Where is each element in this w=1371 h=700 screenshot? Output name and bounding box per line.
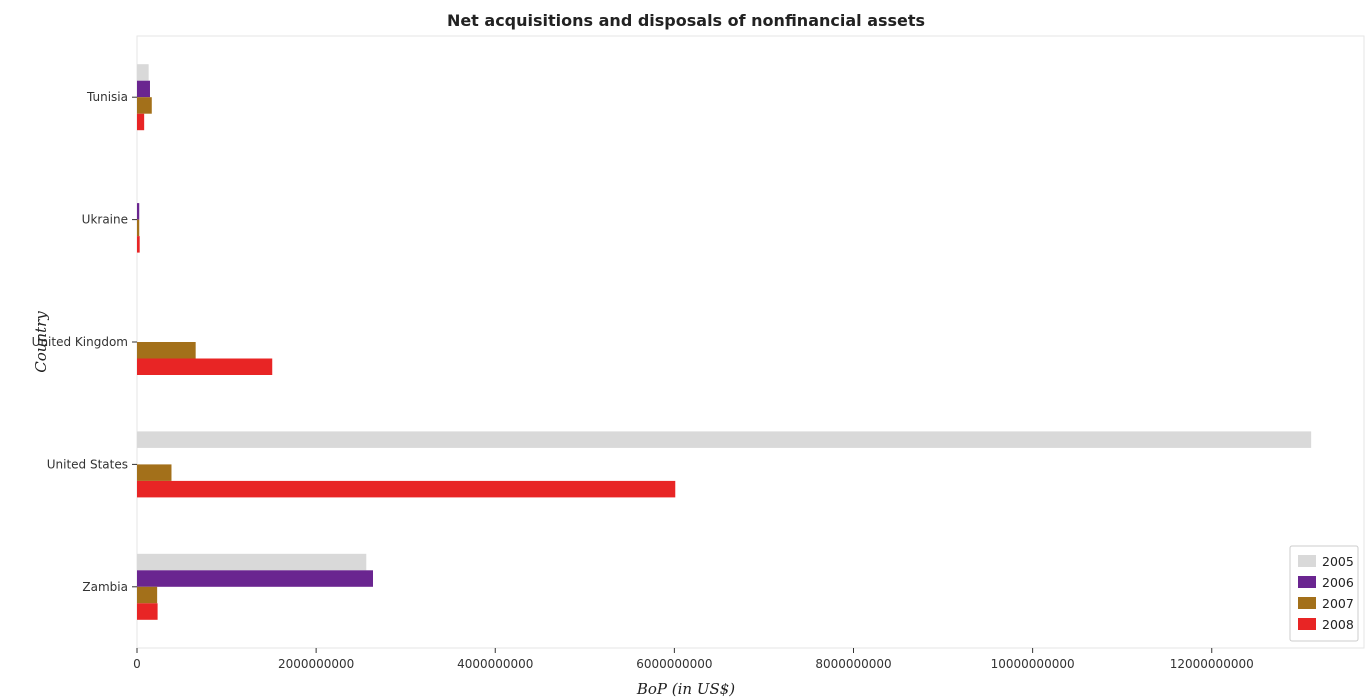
x-tick-label: 0 bbox=[133, 657, 141, 671]
x-tick-label: 8000000000 bbox=[815, 657, 891, 671]
bar-united-states-2008 bbox=[137, 480, 676, 498]
legend: 2005 2006 2007 2008 bbox=[1289, 545, 1359, 642]
bar-united-states-2007 bbox=[137, 464, 172, 481]
legend-label-2006: 2006 bbox=[1322, 575, 1354, 590]
y-tick-label: Zambia bbox=[82, 580, 128, 594]
x-tick-label: 2000000000 bbox=[278, 657, 354, 671]
y-tick-label: United Kingdom bbox=[32, 335, 128, 349]
bar-tunisia-2008 bbox=[137, 113, 145, 131]
bar-ukraine-2007 bbox=[137, 219, 140, 237]
bars bbox=[137, 64, 1312, 620]
x-tick-label: 6000000000 bbox=[636, 657, 712, 671]
legend-label-2008: 2008 bbox=[1322, 617, 1354, 632]
legend-swatch-2006 bbox=[1298, 576, 1316, 588]
bar-tunisia-2005 bbox=[137, 64, 149, 81]
y-tick-label: United States bbox=[47, 457, 128, 471]
bar-tunisia-2006 bbox=[137, 80, 150, 98]
legend-box bbox=[1289, 545, 1359, 642]
bar-united-kingdom-2008 bbox=[137, 358, 273, 375]
y-axis-label: Country bbox=[32, 311, 50, 373]
bar-zambia-2007 bbox=[137, 586, 158, 604]
plot-area bbox=[136, 35, 1365, 649]
legend-swatch-2008 bbox=[1298, 618, 1316, 630]
y-axis-ticks: Tunisia Ukraine United Kingdom United State… bbox=[32, 90, 137, 594]
bar-ukraine-2006 bbox=[137, 203, 140, 220]
bar-united-states-2005 bbox=[137, 431, 1312, 448]
y-tick-label: Tunisia bbox=[86, 90, 128, 104]
bar-tunisia-2007 bbox=[137, 97, 152, 114]
chart-title: Net acquisitions and disposals of nonfin… bbox=[447, 11, 925, 30]
legend-label-2007: 2007 bbox=[1322, 596, 1354, 611]
bar-zambia-2005 bbox=[137, 553, 367, 571]
x-tick-label: 12000000000 bbox=[1170, 657, 1254, 671]
x-tick-label: 10000000000 bbox=[991, 657, 1075, 671]
bar-ukraine-2008 bbox=[137, 236, 140, 253]
x-tick-label: 4000000000 bbox=[457, 657, 533, 671]
bar-zambia-2006 bbox=[137, 570, 373, 587]
legend-swatch-2005 bbox=[1298, 555, 1316, 567]
y-tick-label: Ukraine bbox=[82, 213, 128, 227]
x-axis-label: BoP (in US$) bbox=[636, 680, 735, 698]
bar-zambia-2008 bbox=[137, 603, 158, 620]
legend-label-2005: 2005 bbox=[1322, 554, 1354, 569]
x-axis-ticks: 0 2000000000 4000000000 6000000000 800000000… bbox=[133, 648, 1254, 671]
bar-united-kingdom-2007 bbox=[137, 342, 196, 359]
legend-swatch-2007 bbox=[1298, 597, 1316, 609]
